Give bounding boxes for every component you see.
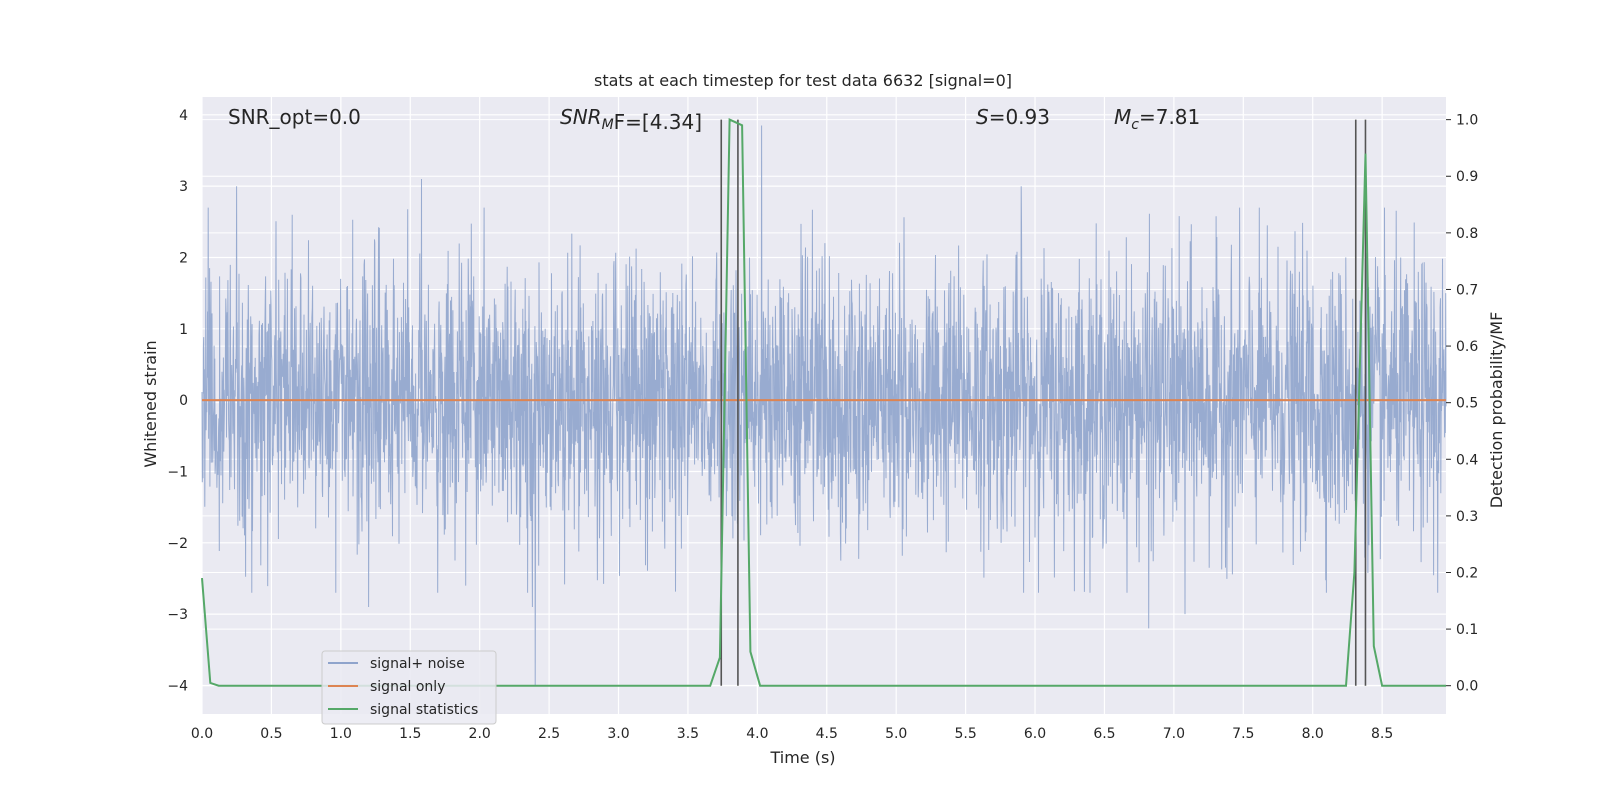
x-tick-label: 2.5 — [538, 726, 560, 742]
x-tick-label: 7.0 — [1163, 726, 1185, 742]
y2-tick-label: 0.2 — [1456, 565, 1478, 581]
chart-title: stats at each timestep for test data 663… — [594, 71, 1012, 90]
y-tick-label: −1 — [167, 464, 188, 480]
x-tick-label: 1.0 — [330, 726, 352, 742]
legend-label-signal-noise: signal+ noise — [370, 656, 465, 672]
s-symbol: S — [976, 105, 989, 129]
y2-tick-label: 0.3 — [1456, 509, 1478, 525]
mc-symbol: M — [1114, 105, 1131, 129]
y-tick-label: −3 — [167, 607, 188, 623]
y2-axis-label: Detection probability/MF — [1487, 312, 1506, 509]
x-tick-label: 5.0 — [885, 726, 907, 742]
y-tick-label: 2 — [179, 250, 188, 266]
mc-annotation: Mc=7.81 — [1114, 105, 1200, 133]
snr-mf-annotation: SNRMF=[4.34] — [560, 105, 702, 134]
noise-trace — [201, 125, 1447, 686]
y-axis-ticks: 4 3 2 1 0 −1 −2 −3 −4 — [167, 108, 188, 695]
y2-tick-label: 0.1 — [1456, 622, 1478, 638]
x-tick-label: 3.5 — [677, 726, 699, 742]
mc-value: =7.81 — [1139, 105, 1200, 129]
y2-tick-label: 0.8 — [1456, 226, 1478, 242]
y-tick-label: 1 — [179, 322, 188, 338]
x-tick-label: 4.0 — [746, 726, 768, 742]
x-tick-label: 3.0 — [607, 726, 629, 742]
x-tick-label: 0.0 — [191, 726, 213, 742]
s-value: =0.93 — [989, 105, 1050, 129]
x-tick-label: 2.0 — [469, 726, 491, 742]
y2-tick-label: 0.4 — [1456, 452, 1478, 468]
series-signal-noise — [201, 125, 1447, 686]
x-tick-label: 0.5 — [260, 726, 282, 742]
x-tick-label: 5.5 — [954, 726, 976, 742]
x-tick-label: 6.0 — [1024, 726, 1046, 742]
y2-tick-label: 0.9 — [1456, 169, 1478, 185]
y-tick-label: 3 — [179, 179, 188, 195]
snr-mf-sub: M — [602, 117, 614, 133]
s-annotation: S=0.93 — [976, 105, 1050, 129]
legend-label-signal-only: signal only — [370, 679, 445, 695]
y2-tick-label: 0.0 — [1456, 679, 1478, 695]
legend: signal+ noise signal only signal statist… — [321, 650, 497, 725]
x-tick-label: 1.5 — [399, 726, 421, 742]
snr-opt-annotation: SNR_opt=0.0 — [228, 105, 361, 129]
y2-tick-label: 1.0 — [1456, 113, 1478, 129]
y-axis-label: Whitened strain — [141, 340, 160, 467]
x-tick-label: 7.5 — [1232, 726, 1254, 742]
snr-mf-rest: F=[4.34] — [614, 110, 702, 134]
y-tick-label: 4 — [179, 108, 188, 124]
x-axis-label: Time (s) — [769, 748, 835, 767]
x-tick-label: 6.5 — [1093, 726, 1115, 742]
x-tick-label: 8.0 — [1302, 726, 1324, 742]
y2-tick-label: 0.6 — [1456, 339, 1478, 355]
x-tick-label: 4.5 — [816, 726, 838, 742]
legend-box — [321, 650, 497, 725]
series-signal-statistics — [201, 118, 1446, 687]
y-tick-label: 0 — [179, 393, 188, 409]
y2-axis-ticks: 1.0 0.9 0.8 0.7 0.6 0.5 0.4 0.3 0.2 0.1 0.0 — [1446, 113, 1478, 695]
mc-sub: c — [1131, 117, 1139, 133]
statistics-line — [201, 118, 1446, 687]
y2-tick-label: 0.5 — [1456, 396, 1478, 412]
y-tick-label: −2 — [167, 536, 188, 552]
x-tick-label: 8.5 — [1371, 726, 1393, 742]
legend-label-signal-statistics: signal statistics — [370, 702, 478, 718]
y2-tick-label: 0.7 — [1456, 282, 1478, 298]
snr-mf-base: SNR — [560, 105, 602, 129]
x-axis-ticks: 0.0 0.5 1.0 1.5 2.0 2.5 3.0 3.5 4.0 4.5 5.0 5.5 6.0 6… — [191, 726, 1393, 742]
y-tick-label: −4 — [167, 678, 188, 694]
